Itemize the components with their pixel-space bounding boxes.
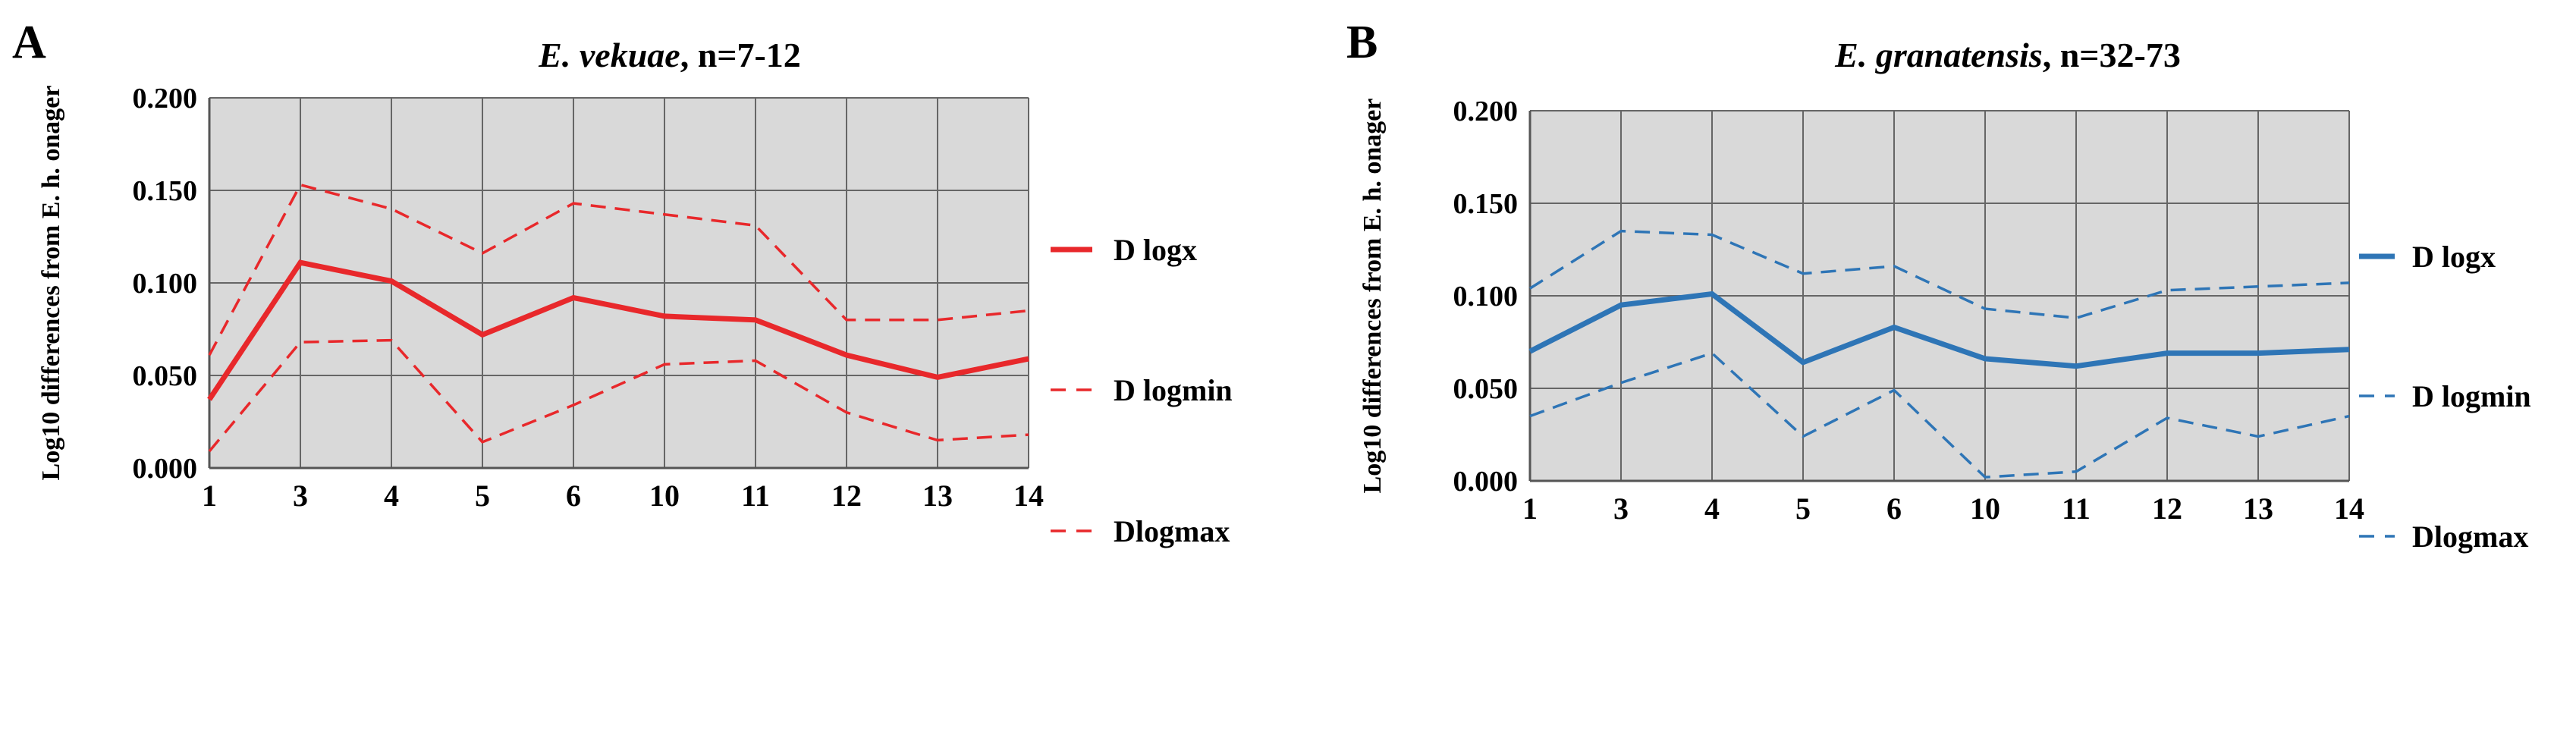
panel-a-title: E. vekuae, n=7-12 (538, 36, 801, 74)
panel-b-series-layer (1528, 229, 2350, 479)
panel-a-x-ticks: 1 3 4 5 6 10 11 12 13 14 (202, 479, 1044, 513)
panel-b-legend-label: D logx (2412, 240, 2496, 274)
panel-a-series-layer (207, 183, 1029, 453)
panel-b-series-dlogmax (1529, 351, 2350, 479)
panel-a-y-tick-label: 0.100 (133, 268, 198, 300)
panel-b-label: B (1346, 17, 1378, 68)
panel-b-legend-label: D logmin (2412, 379, 2531, 413)
panel-a-series-line (208, 183, 1029, 356)
panel-a-x-tick-label: 4 (384, 479, 399, 513)
panel-b: B E. granatensis, n=32-73 0.000 0.050 0.10… (1346, 17, 2531, 554)
panel-a-x-tick-label: 14 (1013, 479, 1044, 513)
panel-b-y-tick-label: 0.200 (1453, 96, 1519, 127)
panel-a-x-tick-label: 6 (566, 479, 581, 513)
panel-a-legend: D logx D logmin Dlogmax (1051, 233, 1233, 548)
panel-a-series-line (207, 259, 1029, 401)
panel-b-y-ticks: 0.000 0.050 0.100 0.150 0.200 (1453, 96, 1519, 498)
panel-b-x-tick-label: 4 (1704, 491, 1720, 526)
panel-a-legend-label: D logmin (1114, 373, 1233, 407)
panel-b-x-tick-label: 10 (1970, 491, 2000, 526)
panel-a-series-d-logmin (208, 183, 1029, 356)
panel-b-x-tick-label: 12 (2152, 491, 2182, 526)
panel-b-x-tick-label: 5 (1795, 491, 1811, 526)
panel-a-x-tick-label: 5 (475, 479, 490, 513)
panel-b-y-tick-label: 0.050 (1453, 373, 1519, 405)
panel-a-y-tick-label: 0.050 (133, 360, 198, 392)
panel-b-y-tick-label: 0.150 (1453, 188, 1519, 220)
panel-a-x-tick-label: 10 (649, 479, 680, 513)
panel-b-x-tick-label: 6 (1886, 491, 1902, 526)
panel-b-x-tick-label: 14 (2334, 491, 2364, 526)
panel-b-legend-label: Dlogmax (2412, 520, 2528, 554)
panel-a-x-tick-label: 3 (293, 479, 308, 513)
panel-b-series-line (1529, 351, 2350, 479)
panel-a-y-tick-label: 0.000 (133, 453, 198, 485)
panel-b-series-d-logmin (1529, 229, 2350, 320)
panel-b-series-line (1528, 290, 2350, 369)
panel-b-y-tick-label: 0.100 (1453, 281, 1519, 312)
panel-b-title: E. granatensis, n=32-73 (1834, 36, 2181, 74)
panel-a-legend-label: Dlogmax (1114, 514, 1230, 548)
panel-a-x-tick-label: 12 (831, 479, 862, 513)
panel-b-x-tick-label: 1 (1522, 491, 1538, 526)
panel-b-x-tick-label: 3 (1613, 491, 1629, 526)
panel-a-grid (208, 97, 1029, 469)
panel-a-series-d-logx (207, 259, 1029, 401)
panel-b-x-tick-label: 11 (2062, 491, 2091, 526)
panel-a-series-dlogmax (208, 338, 1029, 453)
panel-b-x-tick-label: 13 (2243, 491, 2273, 526)
panel-a-y-tick-label: 0.200 (133, 83, 198, 115)
panel-a-y-axis-label: Log10 differences from E. h. onager (37, 86, 65, 481)
panel-a-y-ticks: 0.000 0.050 0.100 0.150 0.200 (133, 83, 198, 485)
panel-a-x-tick-label: 13 (922, 479, 953, 513)
panel-b-series-line (1529, 229, 2350, 320)
panel-a-x-tick-label: 1 (202, 479, 217, 513)
panel-a-y-tick-label: 0.150 (133, 175, 198, 207)
panel-a-label: A (12, 17, 46, 68)
panel-b-y-tick-label: 0.000 (1453, 466, 1519, 498)
panel-b-series-d-logx (1528, 290, 2350, 369)
panel-b-y-axis-label: Log10 differences from E. h. onager (1359, 99, 1387, 494)
panel-a-x-tick-label: 11 (741, 479, 770, 513)
panel-b-x-ticks: 1 3 4 5 6 10 11 12 13 14 (1522, 491, 2364, 526)
panel-a-series-line (208, 338, 1029, 453)
panel-a-legend-label: D logx (1114, 233, 1197, 267)
panel-b-legend: D logx D logmin Dlogmax (2359, 240, 2531, 554)
panel-a: A E. vekuae, n=7-12 0.000 0.050 0.100 0.150… (12, 17, 1233, 548)
